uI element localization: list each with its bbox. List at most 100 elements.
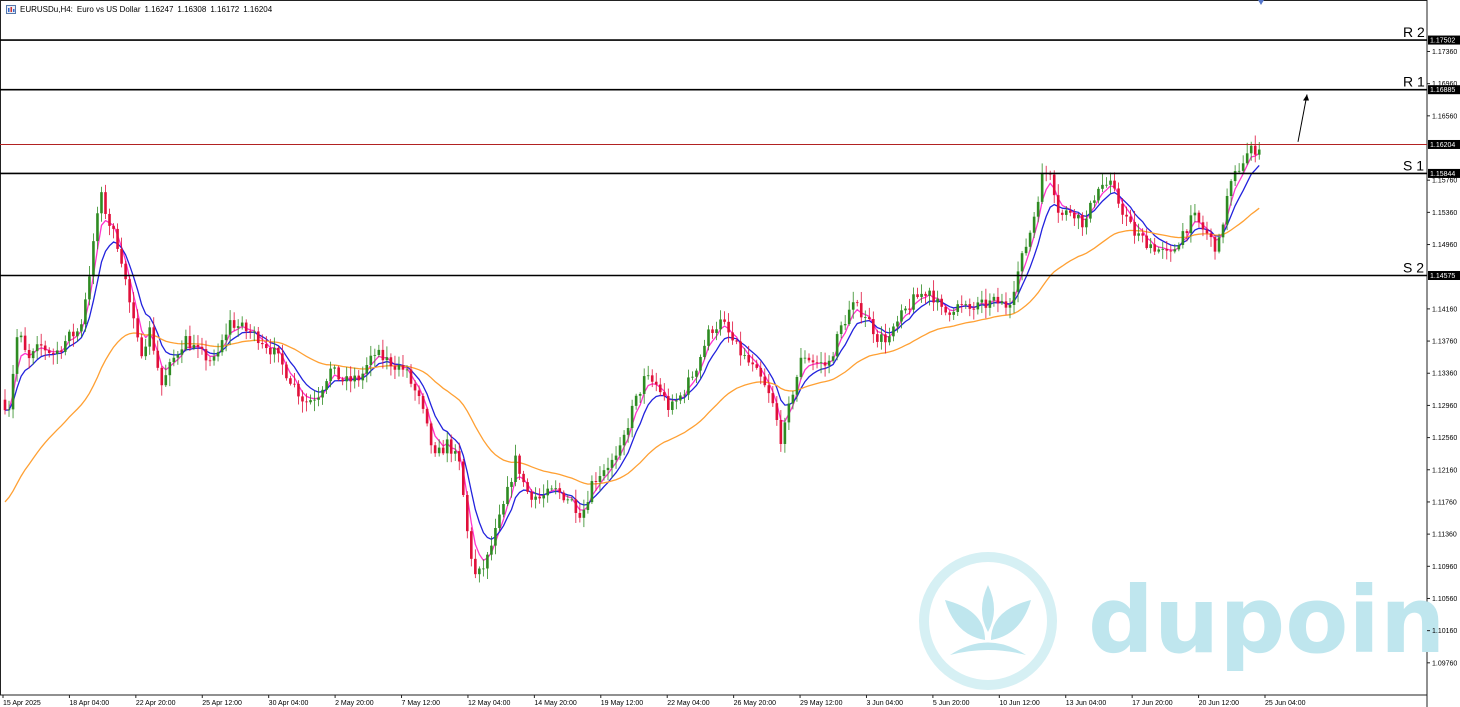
candle-body [534, 496, 537, 500]
candle-body [112, 225, 115, 229]
candle [1121, 198, 1124, 225]
candle [767, 374, 771, 403]
candle-body [200, 346, 204, 350]
candle [510, 477, 513, 498]
candle-body [240, 322, 244, 327]
candle-body [1193, 212, 1197, 216]
candle-body [64, 341, 67, 352]
candle [3, 389, 7, 415]
candle-body [377, 349, 381, 355]
candle-body [1056, 195, 1060, 213]
candle-body [847, 309, 851, 325]
candle-body [650, 375, 654, 382]
candle [755, 359, 759, 370]
candle [1161, 242, 1165, 259]
candle [64, 335, 67, 356]
candle-body [586, 502, 590, 511]
candle [900, 304, 903, 329]
candle-body [1085, 218, 1088, 228]
price-tick-label: 1.15360 [1432, 210, 1457, 217]
candle-body [707, 329, 710, 346]
candle [47, 347, 51, 358]
candle-body [325, 381, 328, 390]
candle-body [976, 302, 980, 310]
candle [112, 223, 115, 239]
candle [855, 299, 859, 307]
logo-base [950, 642, 1026, 655]
candle-body [1012, 291, 1016, 305]
candle [815, 355, 819, 369]
candle-body [863, 317, 867, 318]
candle-body [55, 350, 59, 354]
time-tick-label: 25 Jun 04:00 [1265, 700, 1306, 707]
candle-body [365, 365, 369, 374]
candle-body [675, 400, 678, 402]
candle [671, 394, 674, 415]
candle-body [787, 403, 791, 423]
time-tick-label: 22 Apr 20:00 [136, 700, 176, 707]
candle-body [47, 350, 51, 353]
candle-body [626, 428, 630, 435]
candle [896, 315, 899, 333]
candle [667, 388, 670, 417]
candle [522, 470, 525, 487]
candle [843, 315, 847, 330]
candle-body [409, 369, 413, 384]
candle [1173, 244, 1177, 254]
price-tick-label: 1.10960 [1432, 564, 1457, 571]
candle-body [136, 318, 139, 338]
candle-body [1209, 233, 1213, 238]
candle [136, 309, 139, 342]
candle-body [699, 356, 702, 371]
candle-body [590, 481, 594, 503]
candle-body [908, 308, 911, 310]
candle [1008, 298, 1012, 319]
candle [554, 480, 558, 495]
candle-body [385, 357, 389, 361]
scroll-marker-icon [1258, 0, 1264, 5]
candle-body [474, 558, 477, 575]
candle [940, 294, 943, 315]
candle [779, 410, 783, 452]
candle-body [1217, 237, 1221, 252]
candle [445, 432, 449, 463]
candle-body [317, 397, 320, 400]
candle [884, 323, 887, 354]
candle-body [1117, 188, 1120, 204]
ma_mid-line [4, 164, 1260, 541]
level-name: S 1 [1403, 157, 1424, 173]
candle-body [1229, 181, 1233, 197]
candle [831, 351, 835, 363]
candle-body [751, 362, 755, 365]
candle [582, 499, 586, 528]
candle-body [80, 324, 83, 332]
lotus-logo-icon [919, 552, 1057, 690]
candle [252, 326, 256, 342]
price-tick-label: 1.09760 [1432, 660, 1457, 667]
candle [474, 549, 477, 579]
candle [872, 311, 875, 343]
candle-body [397, 365, 401, 370]
candle-body [120, 248, 123, 264]
candle-body [932, 290, 935, 303]
candle-body [610, 459, 614, 468]
candle [140, 333, 143, 359]
candle-body [916, 294, 919, 298]
watermark: dupoin [919, 552, 1445, 690]
candle [273, 337, 276, 363]
candle-body [373, 354, 377, 356]
candle-body [389, 357, 393, 367]
candle [204, 340, 208, 371]
candle [39, 333, 43, 356]
candle [265, 336, 268, 354]
candle-body [1052, 174, 1056, 196]
candle [634, 393, 638, 410]
candle [305, 393, 308, 412]
candle-body [739, 341, 742, 356]
candle [478, 566, 481, 583]
level-price-box [1428, 85, 1460, 95]
candle [192, 334, 196, 351]
price-tick-label: 1.13360 [1432, 371, 1457, 378]
